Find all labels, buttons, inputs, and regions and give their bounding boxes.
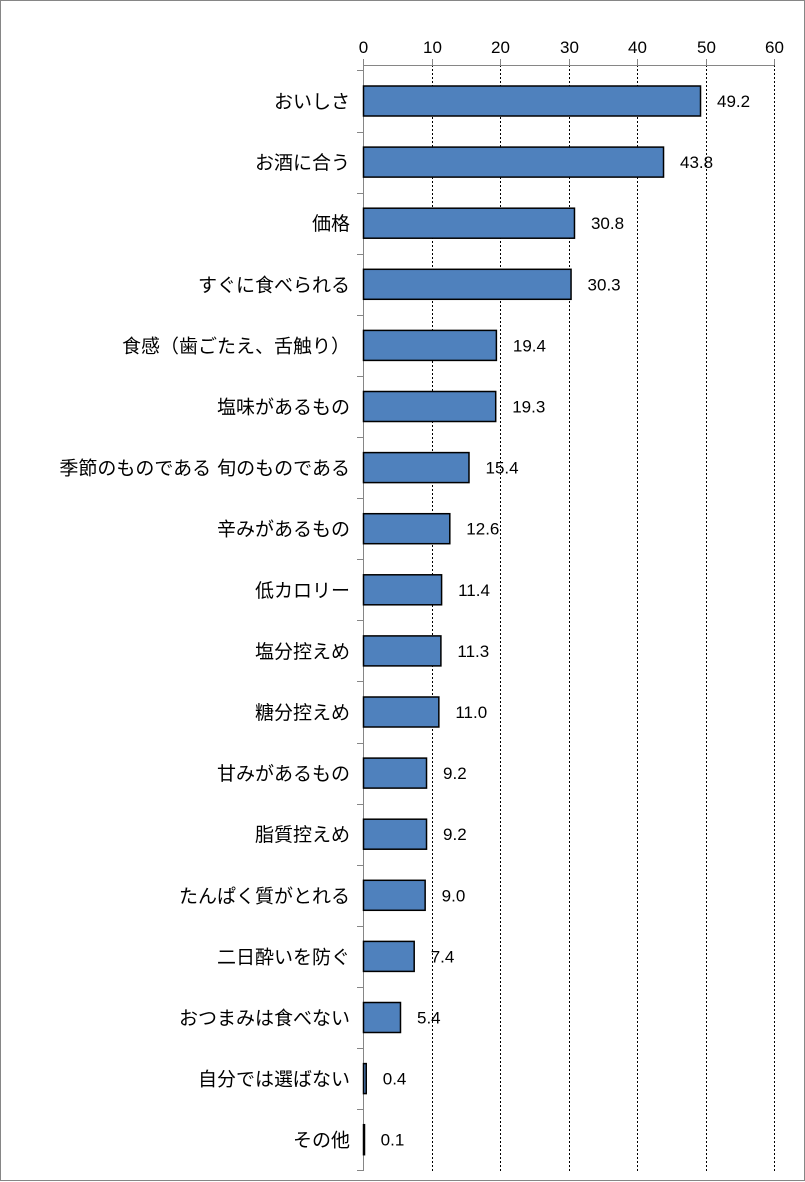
x-tick-label: 50 bbox=[697, 38, 716, 57]
bar bbox=[362, 1123, 366, 1156]
data-label: 12.6 bbox=[466, 520, 499, 539]
data-label: 9.0 bbox=[442, 886, 466, 905]
bar bbox=[362, 207, 576, 239]
category-label: 価格 bbox=[312, 213, 350, 235]
x-tick-label: 0 bbox=[359, 38, 368, 57]
bar bbox=[362, 818, 428, 850]
category-label: 塩分控えめ bbox=[255, 641, 350, 663]
data-label: 19.3 bbox=[512, 398, 545, 417]
category-label: 脂質控えめ bbox=[255, 824, 350, 846]
bar-layer bbox=[362, 85, 702, 1156]
bar bbox=[362, 512, 451, 545]
x-tick-label: 60 bbox=[765, 38, 784, 57]
data-label: 11.4 bbox=[458, 581, 490, 600]
category-label: 辛みがあるもの bbox=[217, 519, 350, 541]
bar bbox=[362, 268, 572, 301]
category-label: たんぱく質がとれる bbox=[179, 885, 350, 907]
category-label: すぐに食べられる bbox=[198, 274, 350, 296]
bar bbox=[362, 1062, 367, 1095]
data-label: 5.4 bbox=[417, 1009, 441, 1028]
data-label: 19.4 bbox=[513, 336, 546, 355]
category-label: 塩味があるもの bbox=[217, 397, 350, 419]
data-label: 15.4 bbox=[485, 459, 518, 478]
bar bbox=[362, 635, 442, 667]
x-tick-label: 20 bbox=[491, 38, 510, 57]
category-label: 二日酔いを防ぐ bbox=[217, 946, 350, 968]
x-tick-label: 40 bbox=[628, 38, 647, 57]
data-label: 11.3 bbox=[457, 642, 489, 661]
category-label: お酒に合う bbox=[255, 152, 350, 174]
bar bbox=[362, 85, 702, 117]
data-label: 0.4 bbox=[383, 1070, 407, 1089]
data-label: 43.8 bbox=[680, 153, 713, 172]
bar bbox=[362, 1001, 402, 1034]
data-label: 9.2 bbox=[443, 825, 467, 844]
category-label: おいしさ bbox=[274, 91, 350, 113]
data-label: 49.2 bbox=[717, 92, 750, 111]
category-label: その他 bbox=[293, 1130, 350, 1152]
category-label: 食感（歯ごたえ、舌触り） bbox=[122, 335, 350, 357]
bar bbox=[362, 146, 665, 178]
bar bbox=[362, 574, 443, 606]
data-label: 11.0 bbox=[455, 703, 487, 722]
bar bbox=[362, 879, 426, 912]
bar bbox=[362, 696, 440, 728]
grid-layer bbox=[432, 65, 775, 1171]
data-label: 7.4 bbox=[431, 947, 455, 966]
data-label: 9.2 bbox=[443, 764, 467, 783]
category-label: 季節のものである 旬のものである bbox=[59, 458, 350, 480]
category-label: おつまみは食べない bbox=[179, 1008, 350, 1030]
category-label: 糖分控えめ bbox=[255, 702, 350, 724]
axis-layer: 0 10 20 30 40 50 60 bbox=[357, 38, 784, 1171]
bar bbox=[362, 940, 415, 973]
x-tick-label: 10 bbox=[423, 38, 442, 57]
data-label: 0.1 bbox=[381, 1131, 405, 1150]
category-label: 低カロリー bbox=[255, 580, 350, 602]
category-label: 甘みがあるもの bbox=[217, 763, 350, 785]
bar bbox=[362, 329, 498, 362]
data-label: 30.8 bbox=[591, 214, 624, 233]
x-tick-label: 30 bbox=[560, 38, 579, 57]
bar bbox=[362, 757, 428, 789]
category-label: 自分では選ばない bbox=[198, 1069, 350, 1091]
bar bbox=[362, 390, 497, 423]
bar bbox=[362, 451, 470, 484]
label-layer: おいしさ 49.2 お酒に合う 43.8 価格 30.8 すぐに食べられる 30.3 食感（歯ご… bbox=[59, 91, 750, 1152]
data-label: 30.3 bbox=[588, 275, 621, 294]
